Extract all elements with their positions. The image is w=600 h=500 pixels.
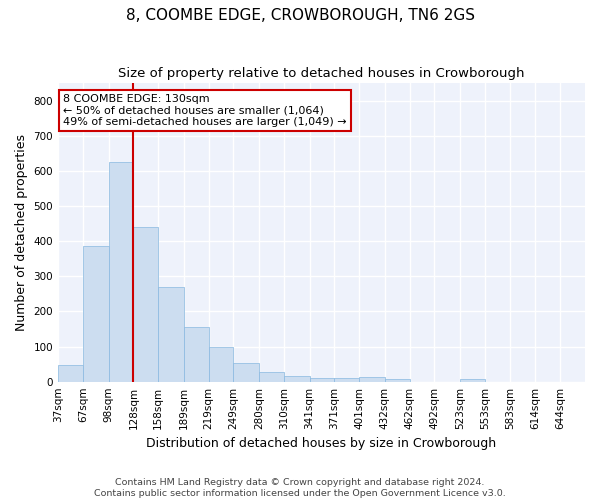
Bar [259, 372, 284, 382]
Bar [334, 378, 359, 382]
Bar [109, 162, 133, 382]
Y-axis label: Number of detached properties: Number of detached properties [15, 134, 28, 331]
Bar [359, 377, 385, 382]
Text: Contains HM Land Registry data © Crown copyright and database right 2024.
Contai: Contains HM Land Registry data © Crown c… [94, 478, 506, 498]
Bar [58, 365, 83, 382]
Bar [460, 379, 485, 382]
Bar [83, 246, 109, 382]
Bar [385, 379, 410, 382]
Text: 8, COOMBE EDGE, CROWBOROUGH, TN6 2GS: 8, COOMBE EDGE, CROWBOROUGH, TN6 2GS [125, 8, 475, 22]
Bar [233, 363, 259, 382]
Title: Size of property relative to detached houses in Crowborough: Size of property relative to detached ho… [118, 68, 525, 80]
Bar [133, 227, 158, 382]
X-axis label: Distribution of detached houses by size in Crowborough: Distribution of detached houses by size … [146, 437, 497, 450]
Bar [310, 378, 334, 382]
Text: 8 COOMBE EDGE: 130sqm
← 50% of detached houses are smaller (1,064)
49% of semi-d: 8 COOMBE EDGE: 130sqm ← 50% of detached … [64, 94, 347, 126]
Bar [184, 327, 209, 382]
Bar [158, 287, 184, 382]
Bar [209, 346, 233, 382]
Bar [284, 376, 310, 382]
